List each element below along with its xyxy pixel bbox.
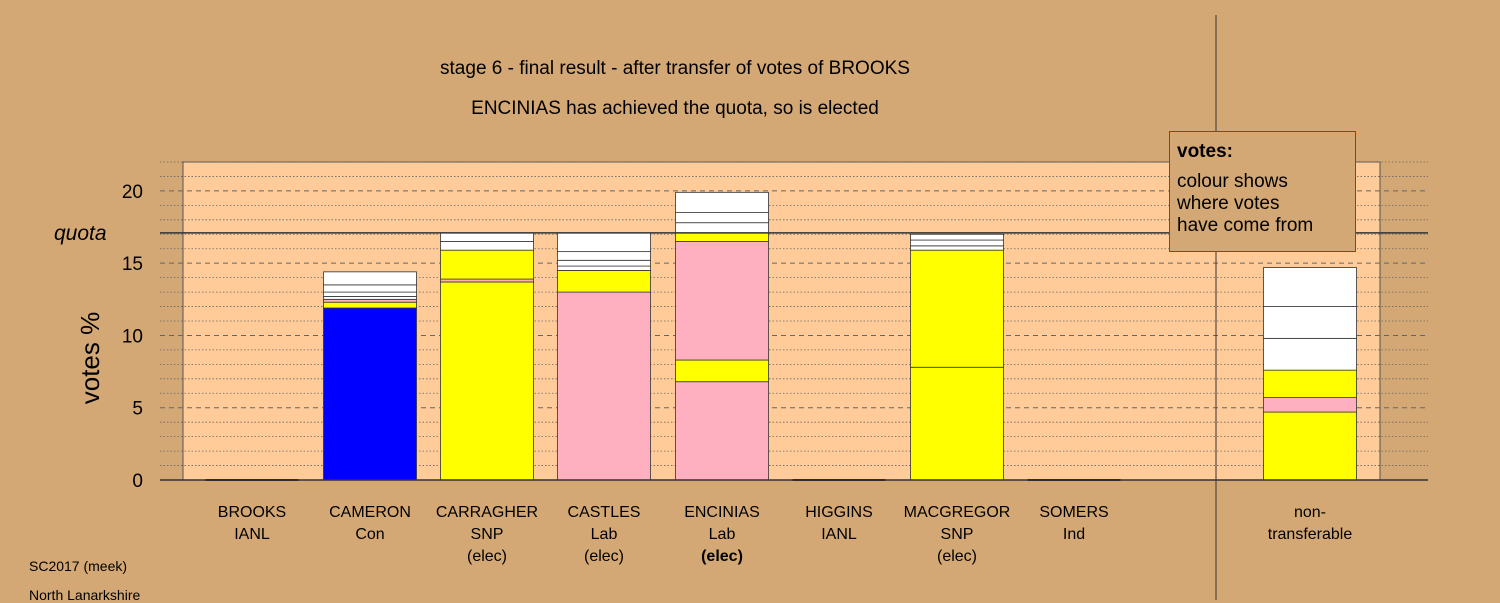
candidate-party-label: IANL bbox=[234, 526, 270, 543]
bar-segment bbox=[440, 281, 534, 481]
bar-segment bbox=[675, 191, 769, 213]
candidate-name-label: MACGREGOR bbox=[904, 504, 1011, 521]
candidate-status-label: (elec) bbox=[467, 548, 507, 565]
candidate-name-label: CASTLES bbox=[568, 504, 641, 521]
y-tick-label: 15 bbox=[122, 254, 143, 275]
bar-segment bbox=[440, 232, 534, 242]
bar-segment bbox=[675, 212, 769, 224]
bar-segment bbox=[910, 249, 1004, 368]
chart-subtitle: ENCINIAS has achieved the quota, so is e… bbox=[471, 98, 879, 119]
bar-segment bbox=[323, 296, 417, 300]
bar-segment bbox=[910, 239, 1004, 247]
candidate-party-label: Lab bbox=[591, 526, 618, 543]
y-axis: 0 5 10 15 20 bbox=[122, 182, 143, 492]
bar-segment bbox=[440, 249, 534, 280]
footer-source: SC2017 (meek) bbox=[29, 558, 128, 574]
bar-segment bbox=[557, 251, 651, 261]
y-axis-title: votes % bbox=[75, 312, 105, 405]
candidate-party-label: Con bbox=[355, 526, 384, 543]
bar-segment bbox=[1263, 369, 1357, 399]
candidate-status-label: (elec) bbox=[701, 548, 743, 565]
candidate-party-label: Lab bbox=[709, 526, 736, 543]
bar-segment bbox=[323, 284, 417, 293]
bar-segment bbox=[323, 301, 417, 309]
legend-line-1: colour shows bbox=[1177, 171, 1288, 192]
candidate-name-label: CARRAGHER bbox=[436, 504, 538, 521]
x-axis-labels: BROOKS IANL CAMERON Con CARRAGHER SNP (elec) CA… bbox=[218, 504, 1353, 565]
bar-segment bbox=[323, 307, 417, 481]
candidate-party-label: SNP bbox=[471, 526, 504, 543]
candidate-name-label: SOMERS bbox=[1039, 504, 1108, 521]
bar-segment bbox=[1263, 267, 1357, 307]
bar-segment bbox=[440, 241, 534, 251]
candidate-status-label: (elec) bbox=[584, 548, 624, 565]
bar-segment bbox=[910, 233, 1004, 241]
candidate-name-label: ENCINIAS bbox=[684, 504, 760, 521]
legend-line-2: where votes bbox=[1177, 193, 1280, 214]
bar-segment bbox=[1263, 397, 1357, 413]
bar-segment bbox=[323, 291, 417, 297]
legend-line-3: have come from bbox=[1177, 215, 1314, 236]
candidate-name-label: BROOKS bbox=[218, 504, 286, 521]
bars bbox=[205, 191, 1357, 481]
bar-segment bbox=[557, 291, 651, 481]
y-tick-label: 0 bbox=[132, 471, 143, 492]
bar-segment bbox=[675, 381, 769, 481]
bar-segment bbox=[675, 222, 769, 234]
y-tick-label: 5 bbox=[132, 399, 143, 420]
footer-region: North Lanarkshire bbox=[29, 587, 141, 603]
bar-segment bbox=[675, 359, 769, 383]
y-tick-label: 10 bbox=[122, 326, 143, 347]
y-tick-label: 20 bbox=[122, 182, 143, 203]
chart-title: stage 6 - final result - after transfer … bbox=[440, 58, 910, 79]
legend-title: votes: bbox=[1177, 141, 1233, 162]
candidate-party-label: SNP bbox=[941, 526, 974, 543]
candidate-party-label: Ind bbox=[1063, 526, 1085, 543]
bar-segment bbox=[675, 232, 769, 242]
bar-segment bbox=[557, 270, 651, 293]
bar-segment bbox=[440, 278, 534, 283]
candidate-party-label: transferable bbox=[1268, 526, 1353, 543]
candidate-name-label: CAMERON bbox=[329, 504, 411, 521]
bar-segment bbox=[557, 265, 651, 271]
bar-segment bbox=[910, 245, 1004, 251]
bar-segment bbox=[557, 259, 651, 267]
candidate-party-label: IANL bbox=[821, 526, 857, 543]
bar-segment bbox=[1263, 337, 1357, 371]
bar-segment bbox=[1263, 411, 1357, 481]
bar-segment bbox=[910, 366, 1004, 481]
candidate-status-label: (elec) bbox=[937, 548, 977, 565]
candidate-name-label: HIGGINS bbox=[805, 504, 873, 521]
legend: votes: colour shows where votes have com… bbox=[1169, 131, 1356, 252]
bar-segment bbox=[323, 271, 417, 286]
bar-segment bbox=[1263, 306, 1357, 339]
candidate-name-label: non- bbox=[1294, 504, 1326, 521]
bar-segment bbox=[557, 232, 651, 253]
quota-label: quota bbox=[54, 222, 107, 245]
bar-segment bbox=[323, 298, 417, 303]
bar-segment bbox=[675, 241, 769, 361]
